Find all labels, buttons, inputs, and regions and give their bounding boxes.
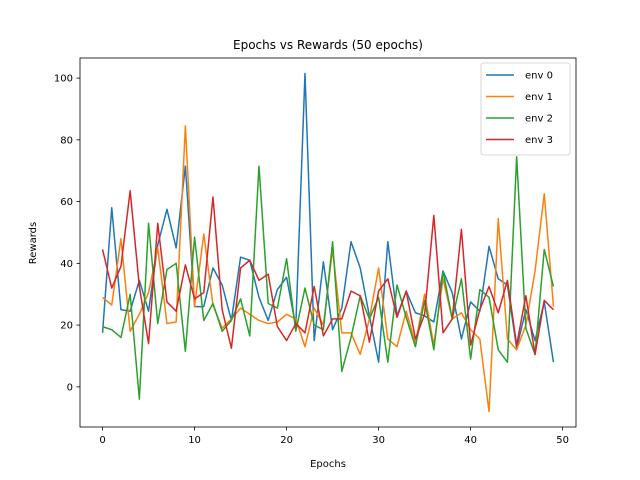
x-tick-label: 40 <box>464 435 477 446</box>
x-tick-label: 50 <box>556 435 569 446</box>
series-line-env-0 <box>101 72 555 363</box>
series-line-env-3 <box>101 190 554 356</box>
x-tick-label: 20 <box>280 435 293 446</box>
x-axis-title: Epochs <box>310 459 346 470</box>
y-axis-title: Rewards <box>28 222 39 264</box>
legend-label: env 3 <box>525 135 553 146</box>
y-tick-label: 40 <box>60 259 73 270</box>
y-tick-label: 100 <box>54 74 73 85</box>
chart-title: Epochs vs Rewards (50 epochs) <box>233 38 423 52</box>
legend-label: env 2 <box>525 114 553 125</box>
plot-frame <box>79 57 577 428</box>
y-tick-label: 20 <box>60 321 73 332</box>
y-axis: 0 20 40 60 80 100 <box>54 74 80 393</box>
x-tick-label: 0 <box>99 435 105 446</box>
y-tick-label: 80 <box>60 135 73 146</box>
x-axis: 0 10 20 30 40 50 <box>99 427 569 446</box>
legend: env 0 env 1 env 2 env 3 <box>480 62 571 156</box>
plot-lines <box>101 72 555 413</box>
legend-box <box>480 62 571 156</box>
x-tick-label: 30 <box>372 435 385 446</box>
y-tick-label: 60 <box>60 197 73 208</box>
legend-label: env 0 <box>525 71 553 82</box>
y-tick-label: 0 <box>67 382 73 393</box>
x-tick-label: 10 <box>188 435 201 446</box>
series-line-env-2 <box>102 156 555 400</box>
legend-label: env 1 <box>525 92 553 103</box>
